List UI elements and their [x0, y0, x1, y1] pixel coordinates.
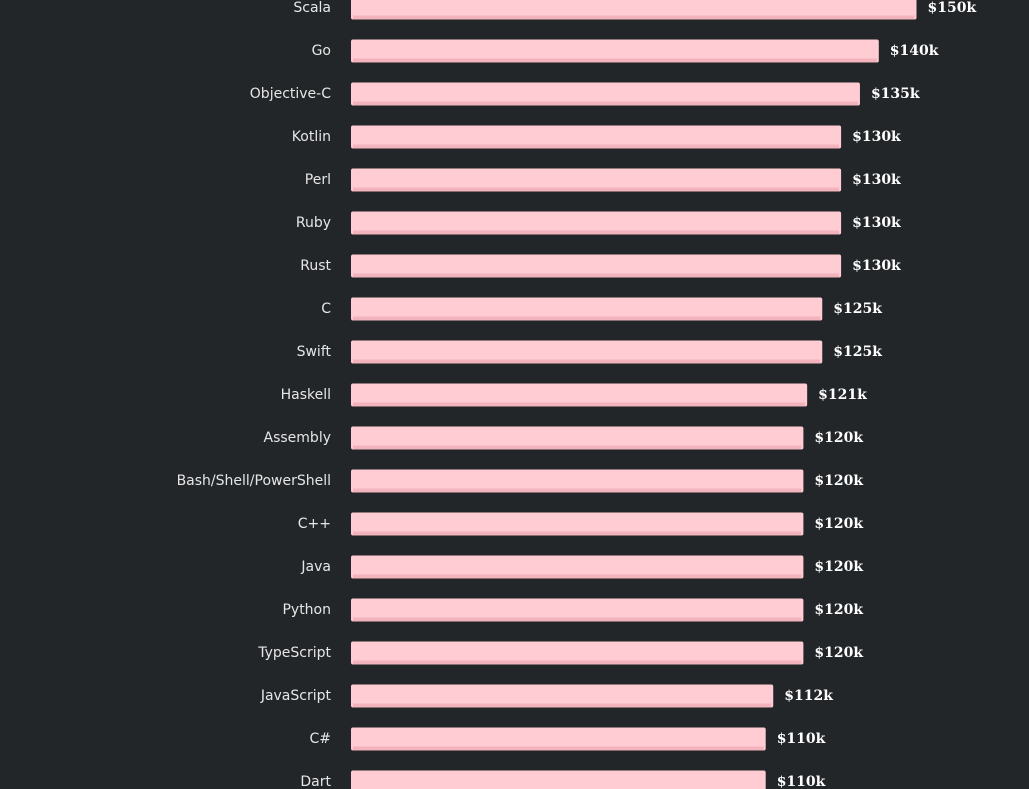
value-label: $125k — [833, 344, 882, 360]
category-label: Rust — [300, 258, 331, 274]
bar-shade — [353, 574, 802, 579]
bar — [351, 770, 766, 789]
bar-row: Assembly $120k — [264, 426, 863, 450]
value-label: $121k — [818, 387, 867, 403]
bar-row: Scala $150k — [293, 0, 976, 20]
value-label: $130k — [852, 172, 901, 188]
value-label: $125k — [833, 301, 882, 317]
bar — [351, 340, 823, 364]
category-label: Ruby — [296, 215, 331, 231]
bar-shade — [353, 359, 821, 364]
bar — [351, 82, 860, 106]
bar-row: Swift $125k — [297, 340, 882, 364]
category-label: Bash/Shell/PowerShell — [177, 473, 331, 489]
category-label: Dart — [300, 774, 331, 789]
bar — [351, 125, 842, 149]
bar — [351, 383, 808, 407]
bar — [351, 469, 804, 493]
value-label: $120k — [814, 645, 863, 661]
bar — [351, 168, 842, 192]
bar-row: Objective-C $135k — [250, 82, 920, 106]
value-label: $150k — [928, 0, 977, 16]
bar — [351, 555, 804, 579]
bar — [351, 598, 804, 622]
bar-shade — [353, 703, 772, 708]
value-label: $135k — [871, 86, 920, 102]
value-label: $120k — [814, 602, 863, 618]
value-label: $110k — [777, 774, 826, 789]
value-label: $120k — [814, 559, 863, 575]
category-label: Haskell — [281, 387, 331, 403]
value-label: $130k — [852, 215, 901, 231]
category-label: Swift — [297, 344, 332, 360]
category-label: C++ — [298, 516, 331, 532]
bar-row: Haskell $121k — [281, 383, 867, 407]
bar-row: Rust $130k — [300, 254, 901, 278]
bar-row: Go $140k — [312, 39, 939, 63]
bar — [351, 684, 774, 708]
bar-row: C++ $120k — [298, 512, 863, 536]
category-label: C# — [309, 731, 331, 747]
bar-shade — [353, 15, 915, 20]
bar-row: C $125k — [321, 297, 882, 321]
bar-row: Perl $130k — [305, 168, 901, 192]
bar-shade — [353, 187, 840, 192]
bar-row: JavaScript $112k — [260, 684, 833, 708]
category-label: Python — [282, 602, 331, 618]
bar-shade — [353, 316, 821, 321]
bar — [351, 727, 766, 751]
bar-shade — [353, 230, 840, 235]
bar-shade — [353, 273, 840, 278]
category-label: Scala — [293, 0, 331, 16]
bar-row: Ruby $130k — [296, 211, 901, 235]
category-label: Kotlin — [292, 129, 331, 145]
bar-row: Java $120k — [300, 555, 863, 579]
bar-row: Bash/Shell/PowerShell $120k — [177, 469, 863, 493]
bar-shade — [353, 660, 802, 665]
value-label: $130k — [852, 129, 901, 145]
category-label: TypeScript — [257, 645, 331, 661]
category-label: Assembly — [264, 430, 331, 446]
bar — [351, 426, 804, 450]
value-label: $130k — [852, 258, 901, 274]
bar-shade — [353, 617, 802, 622]
bar — [351, 254, 842, 278]
bar-shade — [353, 445, 802, 450]
value-label: $110k — [777, 731, 826, 747]
bar — [351, 211, 842, 235]
bar-shade — [353, 746, 764, 751]
bar — [351, 512, 804, 536]
bar — [351, 39, 879, 63]
category-label: C — [321, 301, 331, 317]
category-label: Go — [312, 43, 331, 59]
bar-row: C# $110k — [309, 727, 826, 751]
bars-layer: Scala $150k Go $140k Objective-C $135k Kotlin $… — [177, 0, 976, 789]
value-label: $120k — [814, 430, 863, 446]
value-label: $112k — [784, 688, 833, 704]
value-label: $140k — [890, 43, 939, 59]
category-label: Perl — [305, 172, 331, 188]
value-label: $120k — [814, 516, 863, 532]
bar — [351, 297, 823, 321]
category-label: Objective-C — [250, 86, 331, 102]
bar-shade — [353, 58, 877, 63]
bar-shade — [353, 402, 806, 407]
bar-row: Python $120k — [282, 598, 863, 622]
bar-shade — [353, 144, 840, 149]
bar-row: Dart $110k — [300, 770, 826, 789]
bar — [351, 641, 804, 665]
bar — [351, 0, 917, 20]
bar-shade — [353, 488, 802, 493]
bar-shade — [353, 101, 858, 106]
category-label: Java — [300, 559, 331, 575]
category-label: JavaScript — [260, 688, 332, 704]
bar-row: Kotlin $130k — [292, 125, 901, 149]
bar-row: TypeScript $120k — [257, 641, 863, 665]
bar-shade — [353, 531, 802, 536]
value-label: $120k — [814, 473, 863, 489]
